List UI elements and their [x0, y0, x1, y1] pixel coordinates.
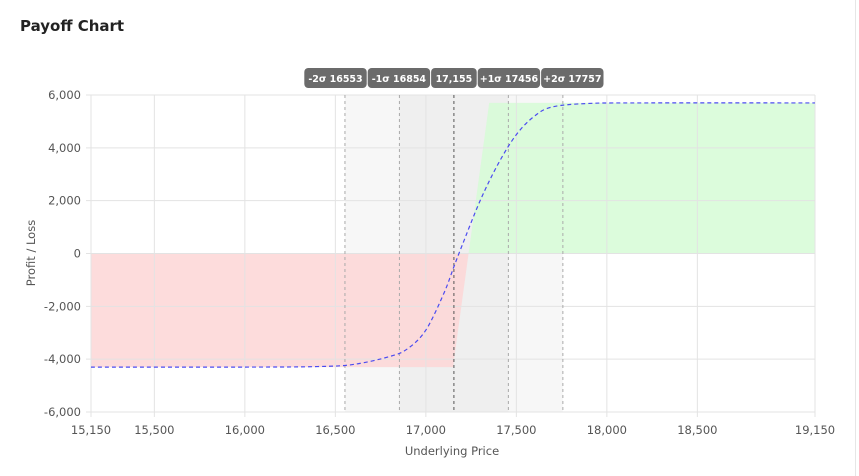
marker-label-3: +1σ 17456 — [480, 74, 539, 85]
marker-label-0: -2σ 16553 — [308, 74, 362, 85]
marker-label-4: +2σ 17757 — [543, 74, 601, 85]
marker-label-2: 17,155 — [436, 74, 473, 85]
x-tick-label-8: 19,150 — [795, 423, 835, 437]
y-tick-label-3: 0 — [74, 247, 81, 261]
y-tick-label-6: 6,000 — [48, 88, 81, 102]
x-tick-label-7: 18,500 — [677, 423, 717, 437]
marker-label-1: -1σ 16854 — [372, 74, 427, 85]
x-tick-label-4: 17,000 — [406, 423, 446, 437]
y-tick-label-1: -4,000 — [44, 352, 81, 366]
x-axis-ticks: 15,150 15,500 16,000 16,500 17,000 17,500 18,0… — [71, 423, 835, 437]
x-tick-label-5: 17,500 — [496, 423, 536, 437]
y-axis-ticks: -6,000 -4,000 -2,000 0 2,000 4,000 6,000 — [44, 88, 81, 419]
y-axis-title: Profit / Loss — [24, 220, 38, 286]
marker-label-bg-3 — [477, 68, 541, 88]
marker-label-bg-4 — [541, 68, 604, 88]
y-tick-label-4: 2,000 — [48, 194, 81, 208]
x-tick-label-3: 16,500 — [315, 423, 355, 437]
y-tick-label-0: -6,000 — [44, 405, 81, 419]
marker-labels: -2σ 16553 -1σ 16854 17,155 +1σ 17456 +2σ 177… — [304, 68, 604, 88]
loss-area — [91, 253, 469, 368]
chart-title: Payoff Chart — [20, 17, 125, 35]
x-tick-label-0: 15,150 — [71, 423, 111, 437]
marker-label-bg-0 — [304, 68, 367, 88]
x-axis-title: Underlying Price — [405, 444, 499, 458]
marker-label-bg-1 — [367, 68, 431, 88]
marker-label-bg-2 — [431, 68, 477, 88]
y-tick-label-2: -2,000 — [44, 299, 81, 313]
x-tick-label-6: 18,000 — [587, 423, 627, 437]
grid-lines — [86, 94, 816, 417]
payoff-areas — [91, 102, 815, 368]
sigma-marker-lines — [344, 95, 564, 412]
x-tick-label-1: 15,500 — [134, 423, 174, 437]
y-tick-label-5: 4,000 — [48, 141, 81, 155]
profit-area — [468, 102, 815, 254]
x-tick-label-2: 16,000 — [225, 423, 265, 437]
